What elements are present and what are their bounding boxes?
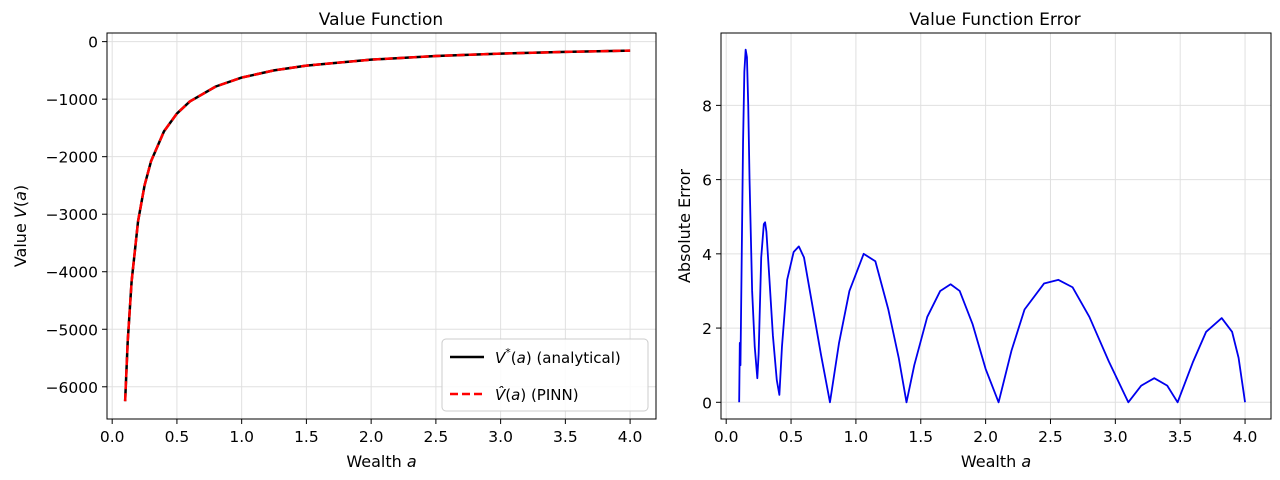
- value-function-panel: Value Function 0.0 0.5 1.0 1.5 2.0 2.5 3.0 3.5 4…: [11, 10, 657, 471]
- series-line-1: [738, 48, 1246, 404]
- y-tick-label: −6000: [46, 379, 98, 397]
- legend-label-analytical: V*(a) (analytical): [495, 346, 621, 367]
- y-tick-label: 6: [702, 172, 712, 190]
- chart-title: Value Function: [319, 10, 443, 30]
- chart-title: Value Function Error: [909, 10, 1080, 30]
- legend-label-pinn: V̂(a) (PINN): [495, 385, 579, 404]
- plot-frame: [106, 32, 657, 420]
- legend-box: [441, 338, 649, 412]
- y-axis: −6000 −5000 −4000 −3000 −2000 −1000 0: [46, 34, 107, 397]
- y-tick-label: −5000: [46, 321, 98, 339]
- x-tick-label: 3.0: [488, 428, 513, 446]
- x-tick-label: 1.5: [908, 428, 933, 446]
- y-tick-label: 0: [702, 394, 712, 412]
- x-tick-label: 1.0: [844, 428, 869, 446]
- x-tick-label: 1.0: [229, 428, 254, 446]
- series-line-2: [123, 49, 631, 402]
- y-axis: 0 2 4 6 8: [702, 97, 721, 412]
- x-tick-label: 2.5: [424, 428, 449, 446]
- grid: [721, 33, 1271, 419]
- x-tick-label: 0.5: [165, 428, 190, 446]
- y-tick-label: 2: [702, 320, 712, 338]
- y-tick-label: 4: [702, 246, 712, 264]
- x-tick-label: 0.0: [100, 428, 125, 446]
- series-lines: [123, 49, 631, 402]
- x-tick-label: 2.0: [359, 428, 384, 446]
- y-tick-label: −3000: [46, 206, 98, 224]
- x-axis-label: Wealth a: [346, 452, 416, 471]
- y-axis-label: Absolute Error: [675, 169, 694, 283]
- x-tick-label: 3.0: [1103, 428, 1128, 446]
- x-tick-label: 3.5: [1168, 428, 1193, 446]
- x-tick-label: 3.5: [553, 428, 578, 446]
- legend: V*(a) (analytical) V̂(a) (PINN): [441, 338, 649, 412]
- x-axis: 0.0 0.5 1.0 1.5 2.0 2.5 3.0 3.5 4.0: [714, 419, 1258, 446]
- x-tick-label: 0.0: [714, 428, 739, 446]
- series-lines: [738, 48, 1246, 404]
- error-panel: Value Function Error 0.0 0.5 1.0 1.5 2.0 2.5 3…: [675, 10, 1272, 471]
- y-tick-label: −1000: [46, 91, 98, 109]
- y-tick-label: −2000: [46, 149, 98, 167]
- x-tick-label: 2.5: [1038, 428, 1063, 446]
- plot-frame: [720, 32, 1272, 420]
- x-tick-label: 4.0: [1233, 428, 1258, 446]
- x-axis: 0.0 0.5 1.0 1.5 2.0 2.5 3.0 3.5 4.0: [100, 419, 643, 446]
- x-tick-label: 2.0: [973, 428, 998, 446]
- x-tick-label: 1.5: [294, 428, 319, 446]
- x-tick-label: 0.5: [779, 428, 804, 446]
- y-tick-label: 0: [88, 34, 98, 52]
- x-tick-label: 4.0: [618, 428, 643, 446]
- y-tick-label: 8: [702, 97, 712, 115]
- x-axis-label: Wealth a: [961, 452, 1031, 471]
- y-axis-label: Value V(a): [11, 185, 30, 267]
- grid: [107, 33, 656, 419]
- y-tick-label: −4000: [46, 264, 98, 282]
